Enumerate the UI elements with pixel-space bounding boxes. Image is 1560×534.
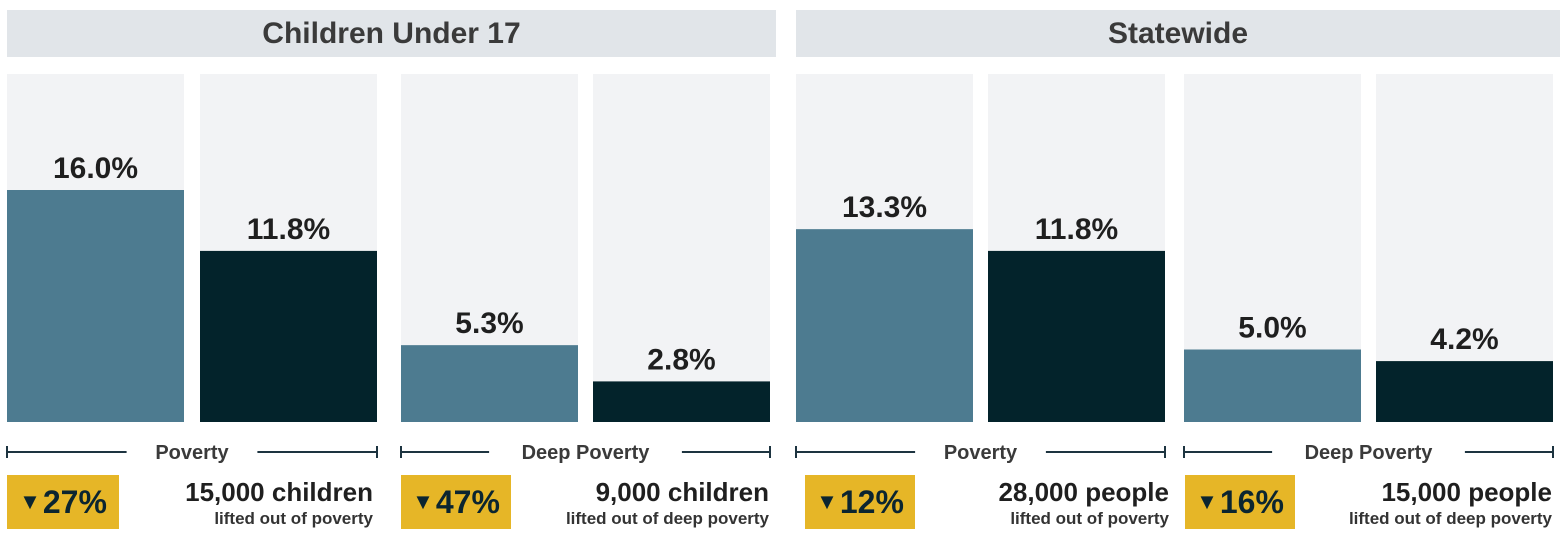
bar-value-label: 11.8% bbox=[247, 213, 330, 246]
lifted-count: 15,000 children bbox=[185, 477, 373, 507]
lifted-stat: 28,000 people lifted out of poverty bbox=[929, 476, 1169, 530]
reduction-badge: ▼ 27% bbox=[7, 475, 119, 529]
lifted-note: lifted out of poverty bbox=[1010, 509, 1169, 528]
lifted-note: lifted out of poverty bbox=[214, 509, 373, 528]
reduction-value: 12% bbox=[839, 483, 904, 520]
bar-value-label: 2.8% bbox=[647, 343, 715, 376]
group-label: Deep Poverty bbox=[1305, 442, 1434, 464]
group-label: Poverty bbox=[155, 442, 229, 464]
lifted-stat: 9,000 children lifted out of deep povert… bbox=[529, 476, 769, 530]
down-triangle-icon: ▼ bbox=[19, 489, 41, 514]
bar-track bbox=[593, 74, 770, 422]
group-label: Poverty bbox=[944, 442, 1018, 464]
bar bbox=[796, 229, 973, 422]
bar-value-label: 16.0% bbox=[53, 152, 138, 185]
bar bbox=[401, 345, 578, 422]
reduction-value: 47% bbox=[435, 483, 500, 520]
bar-value-label: 13.3% bbox=[842, 191, 927, 224]
section-header-children: Children Under 17 bbox=[7, 10, 776, 57]
bar bbox=[593, 381, 770, 422]
section-title: Statewide bbox=[1107, 16, 1249, 50]
down-triangle-icon: ▼ bbox=[412, 489, 434, 514]
lifted-count: 9,000 children bbox=[595, 477, 769, 507]
lifted-note: lifted out of deep poverty bbox=[565, 509, 769, 528]
reduction-badge: ▼ 12% bbox=[805, 475, 915, 529]
reduction-badge: ▼ 16% bbox=[1185, 475, 1295, 529]
bar-value-label: 5.0% bbox=[1238, 312, 1306, 345]
down-triangle-icon: ▼ bbox=[1196, 489, 1218, 514]
down-triangle-icon: ▼ bbox=[816, 489, 838, 514]
bar-value-label: 5.3% bbox=[455, 307, 523, 340]
reduction-badge: ▼ 47% bbox=[401, 475, 511, 529]
bar bbox=[1184, 349, 1361, 422]
bar bbox=[988, 250, 1165, 422]
section-title: Children Under 17 bbox=[262, 16, 521, 50]
lifted-note: lifted out of deep poverty bbox=[1348, 509, 1552, 528]
reduction-value: 16% bbox=[1219, 483, 1284, 520]
lifted-stat: 15,000 people lifted out of deep poverty bbox=[1312, 476, 1552, 530]
reduction-value: 27% bbox=[42, 483, 107, 520]
group-bracket bbox=[6, 446, 378, 458]
section-header-statewide: Statewide bbox=[796, 10, 1560, 57]
bar-value-label: 11.8% bbox=[1035, 213, 1118, 246]
bar bbox=[1376, 361, 1553, 422]
bar-value-label: 4.2% bbox=[1430, 323, 1498, 356]
lifted-count: 28,000 people bbox=[998, 477, 1169, 507]
bar bbox=[200, 250, 377, 422]
group-label: Deep Poverty bbox=[522, 442, 651, 464]
lifted-stat: 15,000 children lifted out of poverty bbox=[133, 476, 373, 530]
group-bracket bbox=[400, 446, 771, 458]
group-bracket bbox=[1183, 446, 1554, 458]
bar-chart: 16.0% 11.8% Poverty 5.3% 2.8% Deep Poverty 13.… bbox=[6, 74, 1554, 464]
group-bracket bbox=[795, 446, 1166, 458]
bar bbox=[7, 190, 184, 422]
lifted-count: 15,000 people bbox=[1381, 477, 1552, 507]
